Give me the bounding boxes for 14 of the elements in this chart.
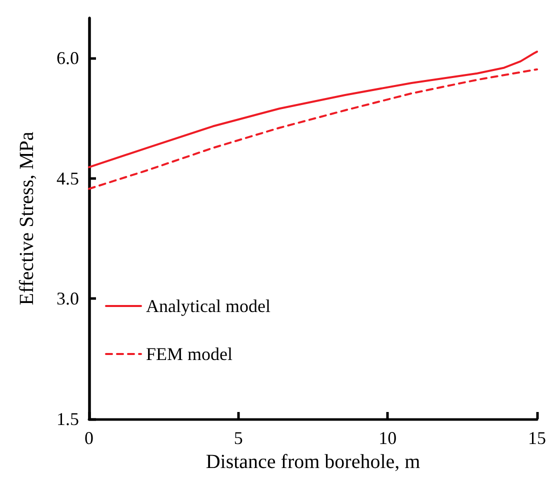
line-series (88, 50, 538, 168)
x-tick-label: 15 (528, 428, 546, 448)
y-tick-label: 6.0 (56, 48, 79, 68)
x-tick-label: 0 (84, 428, 94, 448)
y-axis-title: Effective Stress, MPa (16, 132, 38, 306)
legend-label: Analytical model (146, 296, 270, 316)
y-tick-label: 1.5 (56, 409, 79, 429)
x-tick-label: 10 (378, 428, 397, 448)
x-axis-title: Distance from borehole, m (206, 450, 421, 473)
y-tick-label: 4.5 (56, 168, 79, 188)
legend-label: FEM model (146, 344, 233, 364)
x-tick-label: 5 (234, 428, 243, 448)
line-series (88, 68, 538, 190)
y-tick-label: 3.0 (56, 288, 79, 309)
